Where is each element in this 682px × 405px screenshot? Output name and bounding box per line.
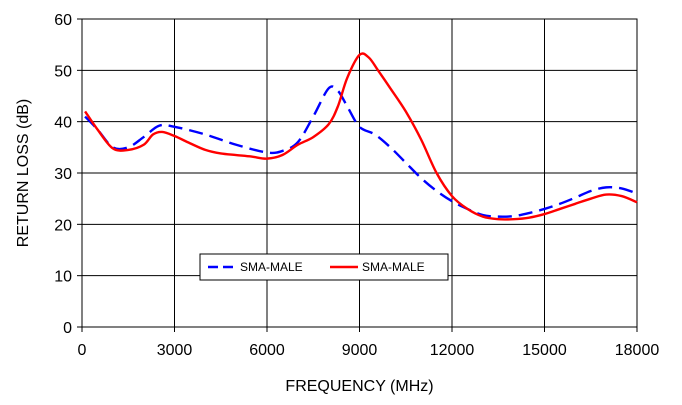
x-axis-title: FREQUENCY (MHz) [285,378,433,395]
y-axis-title: RETURN LOSS (dB) [15,99,32,247]
x-tick-label: 9000 [342,342,378,359]
series-line-1 [84,85,638,218]
y-tick-label: 20 [54,217,72,234]
y-tick-label: 60 [54,12,72,29]
y-tick-label: 10 [54,269,72,286]
x-tick-label: 12000 [430,342,475,359]
series-layer [84,52,638,221]
y-axis-ticks: 0 10 20 30 40 50 60 [54,12,82,337]
y-tick-label: 40 [54,115,72,132]
y-tick-label: 50 [54,63,72,80]
legend-label-1: SMA-MALE [240,260,303,274]
x-tick-label: 0 [78,342,87,359]
x-tick-label: 3000 [157,342,193,359]
y-tick-label: 30 [54,166,72,183]
x-tick-label: 6000 [249,342,285,359]
legend: SMA-MALE SMA-MALE [199,253,449,281]
series-line-2 [84,52,638,221]
x-tick-label: 15000 [522,342,567,359]
legend-label-2: SMA-MALE [362,260,425,274]
legend-box [199,253,449,281]
grid [81,18,638,328]
y-tick-label: 0 [63,320,72,337]
x-tick-label: 18000 [615,342,660,359]
x-axis-ticks: 0 3000 6000 9000 12000 15000 18000 [78,327,660,359]
